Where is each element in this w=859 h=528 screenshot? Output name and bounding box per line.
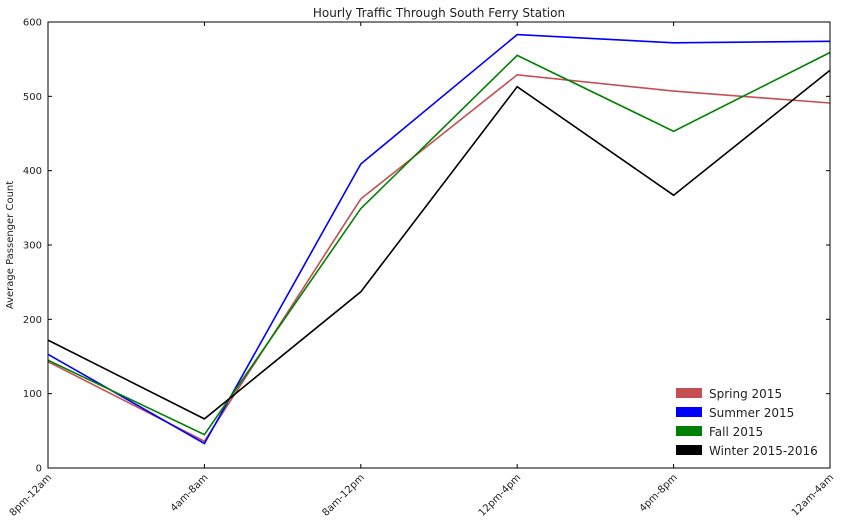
x-tick-label: 4pm-8pm — [638, 472, 680, 514]
x-tick-label: 4am-8am — [169, 472, 211, 514]
x-tick-label: 8pm-12am — [8, 472, 54, 518]
y-tick-label: 0 — [36, 464, 42, 475]
legend-label-3: Fall 2015 — [709, 425, 763, 439]
x-tick-label: 12am-4am — [790, 472, 836, 518]
legend-label-2: Summer 2015 — [709, 406, 794, 420]
legend-swatch-3 — [676, 426, 702, 436]
legend-swatch-4 — [676, 445, 702, 455]
x-tick-label: 8am-12pm — [320, 472, 366, 518]
y-tick-label: 600 — [23, 18, 42, 29]
y-axis: 0 100 200 300 400 500 600 — [23, 18, 830, 475]
legend-label-1: Spring 2015 — [709, 387, 782, 401]
y-axis-title: Average Passenger Count — [5, 181, 16, 309]
y-tick-label: 200 — [23, 315, 42, 326]
y-tick-label: 500 — [23, 92, 42, 103]
plot-area-frame — [47, 21, 831, 469]
legend: Spring 2015 Summer 2015 Fall 2015 Winter 20… — [676, 387, 818, 458]
chart-title: Hourly Traffic Through South Ferry Stati… — [313, 6, 565, 20]
legend-label-4: Winter 2015-2016 — [709, 444, 818, 458]
x-tick-label: 12pm-4pm — [477, 472, 524, 519]
y-tick-label: 100 — [23, 389, 42, 400]
series-line-3 — [47, 51, 831, 436]
y-tick-label: 300 — [23, 241, 42, 252]
legend-swatch-1 — [676, 388, 702, 398]
series-line-4 — [47, 69, 831, 420]
y-tick-label: 400 — [23, 166, 42, 177]
series-line-2 — [47, 33, 831, 445]
legend-swatch-2 — [676, 407, 702, 417]
series-layer — [47, 33, 831, 445]
